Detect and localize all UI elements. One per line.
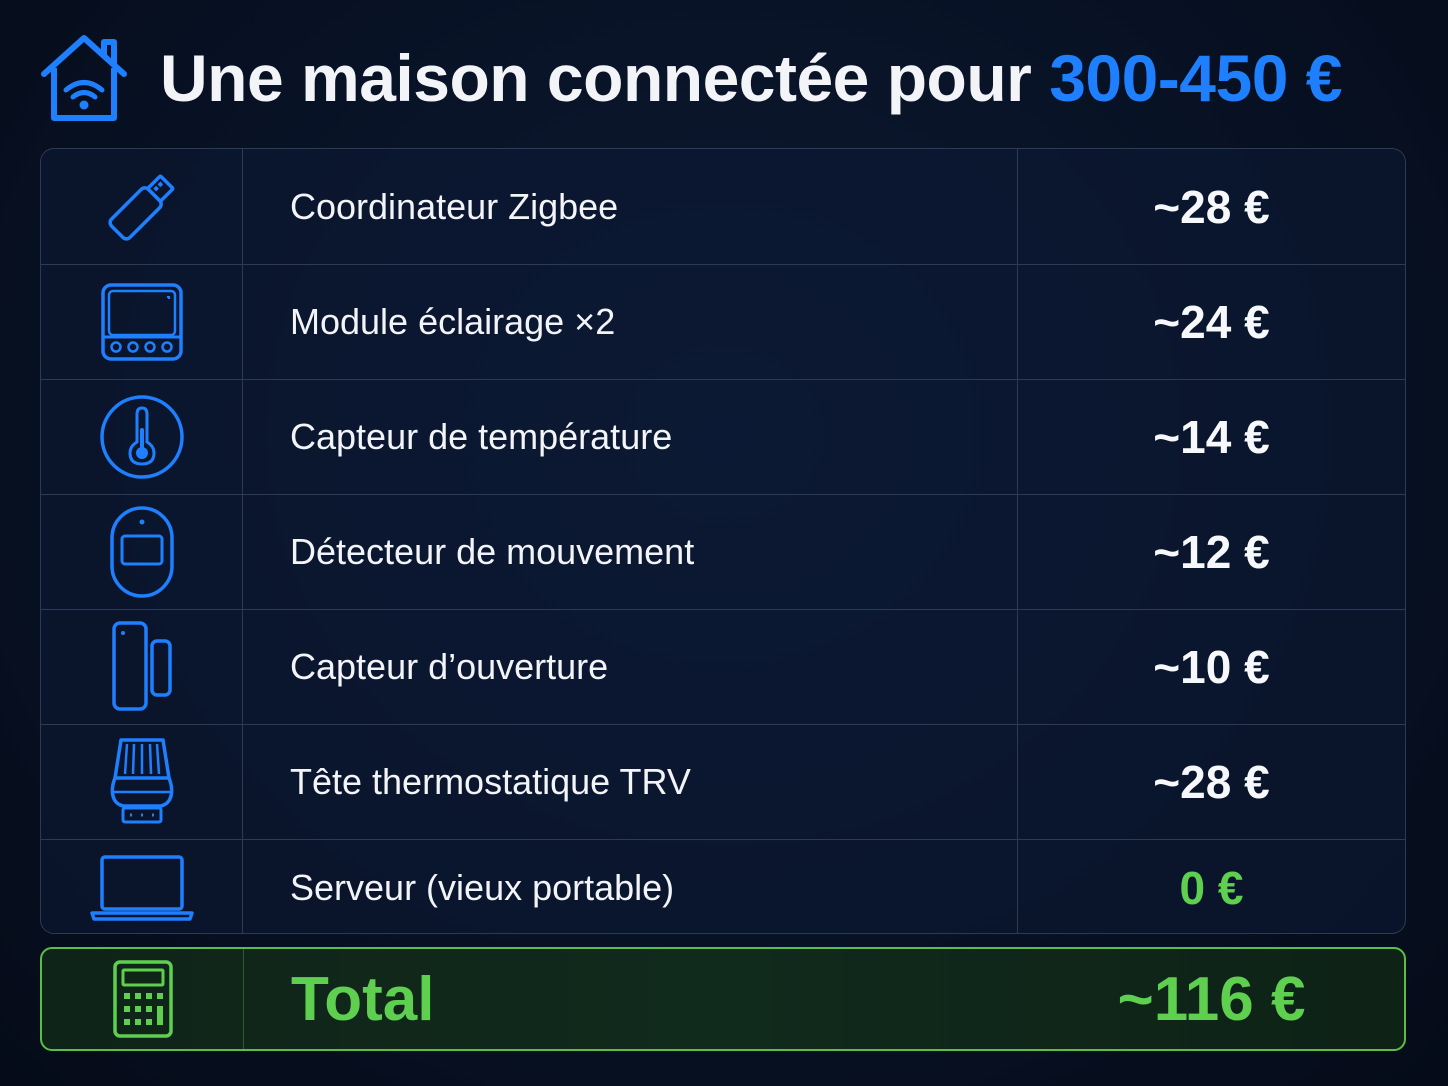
item-label: Détecteur de mouvement	[243, 495, 1018, 609]
page-title: Une maison connectée pour 300-450 €	[160, 40, 1342, 116]
motion-sensor-icon	[109, 506, 174, 598]
table-row: Capteur de température ~14 €	[41, 379, 1405, 494]
item-price: ~28 €	[1153, 180, 1270, 233]
radiator-valve-icon	[110, 738, 173, 824]
header: Une maison connectée pour 300-450 €	[38, 28, 1418, 128]
item-label: Capteur d’ouverture	[243, 610, 1018, 724]
item-price: ~24 €	[1153, 296, 1270, 348]
item-label: Tête thermostatique TRV	[243, 725, 1018, 839]
smart-home-icon	[41, 35, 127, 121]
table-row: Capteur d’ouverture ~10 €	[41, 609, 1405, 724]
table-row: Détecteur de mouvement ~12 €	[41, 494, 1405, 609]
table-row: Serveur (vieux portable) 0 €	[41, 839, 1405, 933]
item-price: 0 €	[1179, 861, 1244, 914]
usb-dongle-icon	[107, 174, 174, 241]
total-label: Total	[291, 964, 435, 1034]
item-price: ~12 €	[1153, 526, 1270, 578]
laptop-icon	[89, 854, 194, 921]
relay-module-icon	[100, 283, 183, 361]
item-price: ~10 €	[1153, 641, 1270, 693]
thermometer-icon	[99, 395, 184, 479]
table-row: Coordinateur Zigbee ~28 €	[41, 149, 1405, 264]
total-row: Total ~116 €	[40, 947, 1406, 1051]
item-price: ~28 €	[1153, 756, 1270, 808]
item-label: Capteur de température	[243, 380, 1018, 494]
total-price: ~116 €	[1117, 964, 1306, 1034]
title-main: Une maison connectée pour	[160, 41, 1050, 115]
item-price: ~14 €	[1153, 411, 1270, 463]
item-label: Serveur (vieux portable)	[243, 840, 1018, 933]
item-label: Coordinateur Zigbee	[243, 149, 1018, 264]
item-label: Module éclairage ×2	[243, 265, 1018, 379]
table-row: Tête thermostatique TRV ~28 €	[41, 724, 1405, 839]
table-row: Module éclairage ×2 ~24 €	[41, 264, 1405, 379]
title-price-range: 300-450 €	[1049, 41, 1342, 115]
calculator-icon	[112, 960, 173, 1038]
cost-table: Coordinateur Zigbee ~28 € Module éclaira…	[40, 148, 1406, 934]
door-sensor-icon	[111, 621, 172, 711]
